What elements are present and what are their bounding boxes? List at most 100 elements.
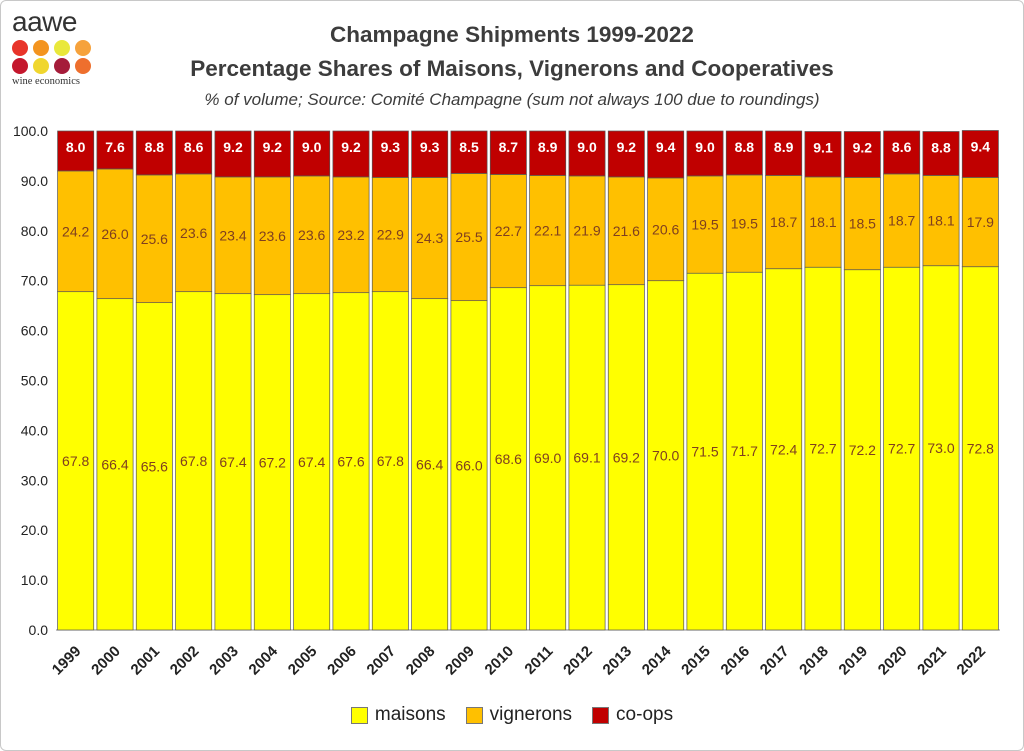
data-label-maisons: 65.6	[141, 458, 168, 474]
data-label-vignerons: 22.9	[377, 227, 404, 243]
bar-co-ops	[214, 130, 252, 178]
y-tick-label: 20.0	[21, 522, 48, 538]
data-label-co-ops: 9.2	[853, 139, 873, 155]
bar-maisons	[725, 271, 763, 631]
logo-dot	[12, 58, 28, 74]
data-label-vignerons: 18.1	[927, 213, 954, 229]
legend-swatch	[592, 706, 610, 724]
data-label-maisons: 67.4	[219, 454, 246, 470]
data-label-co-ops: 9.0	[577, 139, 597, 155]
x-tick-label: 2005	[285, 643, 321, 679]
bar-maisons	[135, 302, 173, 631]
data-label-co-ops: 8.8	[931, 139, 951, 155]
data-label-maisons: 73.0	[927, 440, 954, 456]
bar-co-ops	[922, 131, 960, 176]
x-tick-label: 2011	[521, 643, 556, 678]
bar-co-ops	[293, 130, 331, 177]
bar-vignerons	[411, 177, 449, 300]
y-tick-label: 70.0	[21, 273, 48, 289]
bar-vignerons	[883, 173, 921, 268]
bar-vignerons	[371, 177, 409, 293]
data-label-co-ops: 9.2	[263, 139, 283, 155]
data-label-co-ops: 8.6	[184, 139, 204, 155]
data-label-co-ops: 8.6	[892, 139, 912, 155]
bar-vignerons	[214, 176, 252, 295]
bar-maisons	[253, 294, 291, 631]
x-tick-label: 2006	[324, 643, 360, 679]
bar-vignerons	[293, 175, 331, 295]
data-label-co-ops: 9.1	[813, 139, 833, 155]
data-label-co-ops: 8.8	[735, 139, 755, 155]
aawe-logo: aawe wine economics	[12, 8, 102, 94]
x-tick-label: 2007	[364, 643, 400, 679]
logo-dot	[33, 58, 49, 74]
x-tick-label: 2021	[914, 643, 950, 679]
x-tick-label: 2008	[403, 643, 439, 679]
data-label-co-ops: 9.0	[695, 139, 715, 155]
data-label-co-ops: 8.8	[145, 139, 165, 155]
chart-legend: maisons vignerons co-ops	[0, 704, 1024, 726]
data-label-vignerons: 23.6	[259, 228, 286, 244]
legend-item-maisons: maisons	[350, 704, 446, 726]
x-tick-label: 2002	[167, 643, 203, 679]
bar-maisons	[843, 269, 881, 631]
logo-dot	[75, 58, 91, 74]
data-label-vignerons: 23.6	[298, 227, 325, 243]
bar-co-ops	[332, 130, 370, 178]
bar-maisons	[293, 293, 331, 631]
bar-vignerons	[647, 177, 685, 282]
data-label-maisons: 71.7	[731, 443, 758, 459]
data-label-vignerons: 18.5	[849, 216, 876, 232]
data-label-maisons: 72.7	[809, 441, 836, 457]
bar-co-ops	[725, 130, 763, 176]
bar-co-ops	[411, 130, 449, 178]
data-label-vignerons: 21.9	[573, 223, 600, 239]
bar-maisons	[607, 284, 645, 631]
data-label-vignerons: 19.5	[731, 216, 758, 232]
bar-vignerons	[607, 176, 645, 286]
data-label-vignerons: 25.5	[455, 229, 482, 245]
x-tick-label: 2015	[678, 643, 714, 679]
data-label-vignerons: 22.7	[495, 223, 522, 239]
data-label-co-ops: 9.4	[971, 139, 991, 155]
bar-co-ops	[843, 131, 881, 178]
bar-vignerons	[450, 173, 488, 302]
bar-co-ops	[686, 130, 724, 177]
data-label-co-ops: 8.5	[459, 139, 479, 155]
bar-vignerons	[253, 176, 291, 296]
bar-maisons	[961, 266, 999, 631]
bar-vignerons	[135, 174, 173, 304]
bar-vignerons	[489, 174, 527, 289]
y-tick-label: 90.0	[21, 173, 48, 189]
data-label-co-ops: 9.2	[223, 139, 243, 155]
bar-vignerons	[725, 174, 763, 273]
bar-co-ops	[96, 130, 134, 170]
y-tick-label: 100.0	[13, 123, 48, 139]
x-tick-label: 2019	[836, 643, 872, 679]
data-label-co-ops: 9.3	[420, 139, 440, 155]
data-label-co-ops: 8.7	[499, 139, 519, 155]
x-tick-label: 2013	[600, 643, 636, 679]
y-tick-label: 30.0	[21, 472, 48, 488]
bar-co-ops	[804, 131, 842, 178]
bar-vignerons	[961, 177, 999, 268]
data-label-maisons: 70.0	[652, 447, 679, 463]
bar-maisons	[411, 298, 449, 631]
x-tick-label: 2017	[757, 643, 793, 679]
data-label-vignerons: 20.6	[652, 221, 679, 237]
bar-co-ops	[961, 130, 999, 178]
bar-maisons	[175, 291, 213, 631]
x-tick-label: 2009	[442, 643, 478, 679]
data-label-vignerons: 23.4	[219, 227, 246, 243]
y-tick-label: 0.0	[29, 622, 49, 638]
logo-subtitle: wine economics	[12, 76, 80, 87]
data-label-vignerons: 22.1	[534, 223, 561, 239]
x-tick-label: 2010	[482, 643, 518, 679]
bar-vignerons	[568, 175, 606, 286]
data-label-maisons: 67.8	[62, 453, 89, 469]
bar-vignerons	[843, 177, 881, 271]
data-label-vignerons: 21.6	[613, 223, 640, 239]
data-label-maisons: 66.0	[455, 457, 482, 473]
y-tick-label: 60.0	[21, 323, 48, 339]
logo-dots	[12, 40, 102, 74]
